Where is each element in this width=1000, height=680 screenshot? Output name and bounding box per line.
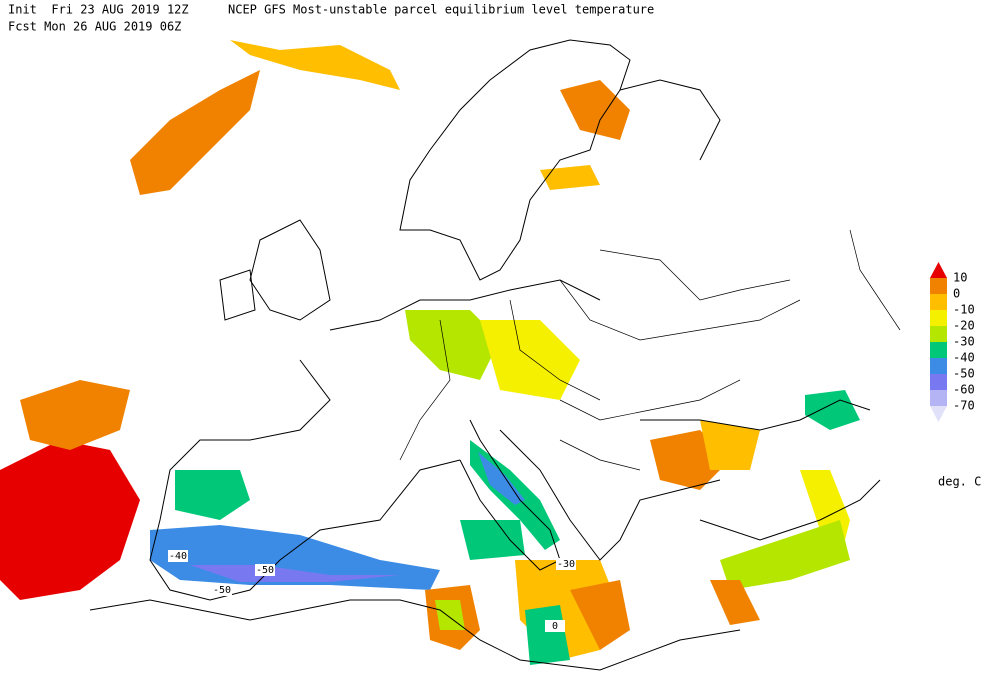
coastlines [89, 39, 881, 671]
contour-label: -30 [557, 559, 575, 570]
forecast-time: Fcst Mon 26 AUG 2019 06Z [8, 20, 181, 34]
legend-label: -20 [953, 319, 975, 333]
contour-label-box [255, 564, 275, 576]
legend-swatch [930, 390, 947, 406]
field-area [700, 420, 760, 470]
contour-label-box [545, 620, 565, 632]
legend-label: -60 [953, 383, 975, 397]
field-area [540, 165, 600, 190]
legend-label: -30 [953, 335, 975, 349]
field-area [20, 380, 130, 450]
field-area [805, 390, 860, 430]
legend-swatch [930, 294, 947, 310]
legend-swatch [930, 278, 947, 294]
contour-label: 0 [552, 621, 558, 632]
borders [399, 229, 901, 471]
field-area [405, 310, 500, 380]
legend-swatch [930, 374, 947, 390]
field-area [710, 580, 760, 625]
contour-label-box [556, 558, 576, 570]
contour-labels: -40 -50 -50 -30 0 [168, 550, 576, 632]
legend-label: 10 [953, 271, 967, 285]
legend-label: -70 [953, 399, 975, 413]
field-area [190, 565, 400, 582]
legend-unit: deg. C [938, 475, 981, 489]
field-area [230, 40, 400, 90]
legend-label: -10 [953, 303, 975, 317]
legend-swatch [930, 262, 947, 278]
legend-label: -50 [953, 367, 975, 381]
field-area [130, 70, 260, 195]
contour-label-box [168, 550, 188, 562]
legend-label: 0 [953, 287, 960, 301]
contour-label: -50 [256, 565, 274, 576]
legend-swatch [930, 326, 947, 342]
field-area [570, 580, 630, 650]
field-area [480, 320, 580, 400]
legend: 10 0 -10 -20 -30 -40 -50 -60 -70 [930, 262, 975, 422]
temperature-field [0, 40, 860, 665]
field-area [560, 80, 630, 140]
contour-label: -40 [169, 551, 187, 562]
legend-swatch [930, 310, 947, 326]
legend-swatch [930, 358, 947, 374]
legend-swatch [930, 406, 947, 422]
legend-swatch [930, 342, 947, 358]
field-area [0, 440, 140, 600]
contour-label-box [212, 584, 232, 596]
legend-label: -40 [953, 351, 975, 365]
field-area [175, 470, 250, 520]
contour-label: -50 [213, 585, 231, 596]
map-title: NCEP GFS Most-unstable parcel equilibriu… [228, 3, 654, 17]
field-area [460, 520, 525, 560]
field-area [478, 452, 525, 505]
field-area [720, 520, 850, 590]
init-time: Init Fri 23 AUG 2019 12Z [8, 3, 189, 17]
